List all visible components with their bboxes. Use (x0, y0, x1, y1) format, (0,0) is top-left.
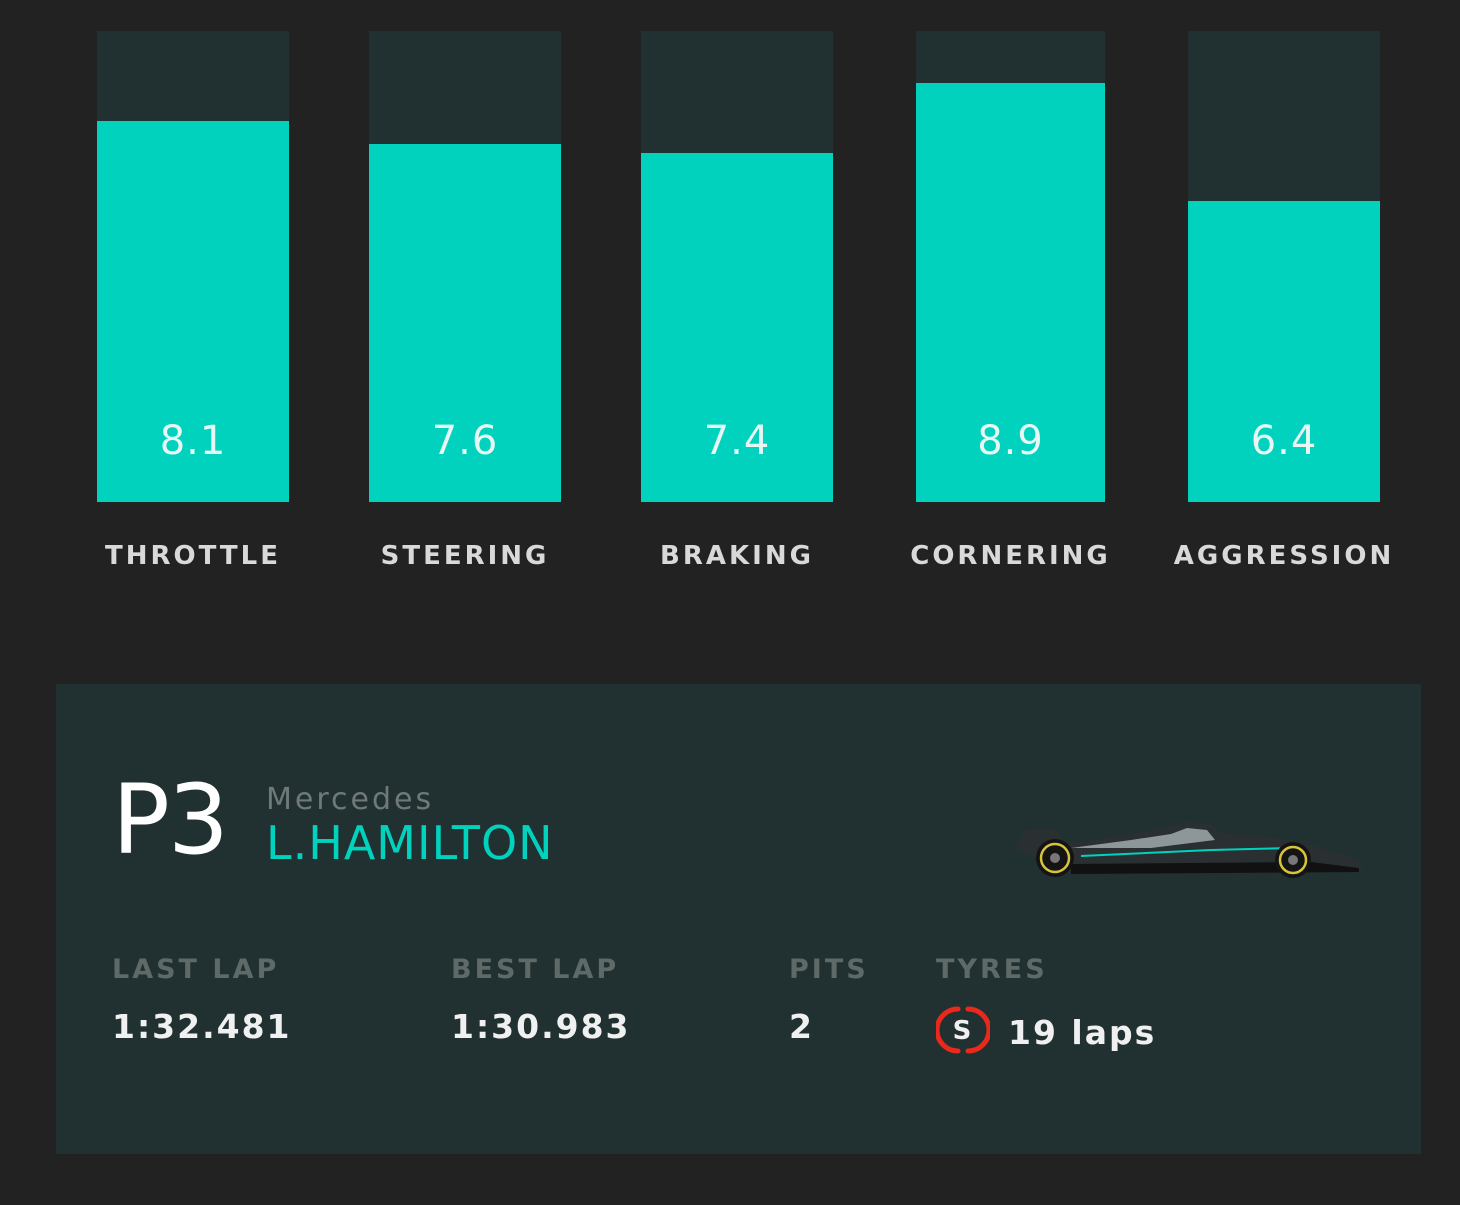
bar-track: 7.4 (641, 31, 833, 502)
stat-pits: PITS 2 (789, 954, 869, 1046)
bar-category-label: THROTTLE (104, 541, 281, 571)
last-lap-time: 1:32.481 (112, 1007, 292, 1046)
bar-category-label: AGGRESSION (1173, 541, 1395, 571)
stat-label: BEST LAP (451, 954, 620, 985)
bar-category-label: STEERING (380, 541, 550, 571)
soft-tyre-icon: S (936, 1006, 990, 1054)
bar-braking: 7.4 (641, 153, 833, 502)
tyre-info: S 19 laps (936, 1006, 1157, 1057)
bar-throttle: 8.1 (97, 120, 289, 502)
bar-value-label: 6.4 (1250, 418, 1318, 464)
rear-wheel-hub (1050, 853, 1060, 863)
car-highlight (1071, 828, 1215, 848)
bar-value-label: 8.9 (977, 418, 1044, 464)
car-floor (1071, 862, 1359, 874)
bar-track: 8.9 (916, 31, 1105, 502)
tyre-arc-right (965, 1006, 990, 1054)
bar-track: 6.4 (1188, 31, 1380, 502)
driver-ratings-chart: 8.1 THROTTLE 7.6 STEERING 7.4 BRAKING 8.… (0, 0, 1460, 600)
car-accent-stripe (1080, 847, 1292, 857)
bar-cornering: 8.9 (916, 82, 1105, 502)
best-lap-time: 1:30.983 (451, 1007, 631, 1046)
bar-track: 7.6 (369, 31, 561, 502)
bar-aggression: 6.4 (1188, 200, 1380, 502)
bar-steering: 7.6 (369, 144, 561, 502)
pit-count: 2 (789, 1007, 814, 1046)
stat-label: PITS (789, 954, 869, 985)
bar-track: 8.1 (97, 31, 289, 502)
rear-wheel-band (1039, 842, 1071, 874)
tyre-compound-letter: S (953, 1016, 974, 1046)
front-wheel-hub (1288, 855, 1298, 865)
tyre-laps: 19 laps (1008, 1012, 1157, 1052)
f1-car-icon (1015, 822, 1363, 878)
stat-last-lap: LAST LAP 1:32.481 (112, 954, 292, 1046)
team-name: Mercedes (266, 782, 435, 817)
driver-name: L.HAMILTON (266, 816, 554, 870)
stat-label: LAST LAP (112, 954, 280, 985)
bar-value-label: 7.6 (431, 418, 499, 464)
race-position: P3 (112, 764, 229, 876)
bar-category-label: BRAKING (660, 541, 814, 571)
stat-label: TYRES (936, 954, 1048, 985)
front-wheel-band (1278, 845, 1308, 875)
bar-category-label: CORNERING (910, 541, 1111, 571)
driver-card[interactable]: P3 Mercedes L.HAMILTON LAST LAP 1:32.481… (56, 684, 1421, 1154)
bar-value-label: 8.1 (159, 418, 227, 464)
stat-best-lap: BEST LAP 1:30.983 (451, 954, 631, 1046)
stat-tyres: TYRES S 19 laps (936, 954, 1156, 1057)
tyre-arc-left (936, 1006, 961, 1054)
bar-value-label: 7.4 (703, 418, 771, 464)
